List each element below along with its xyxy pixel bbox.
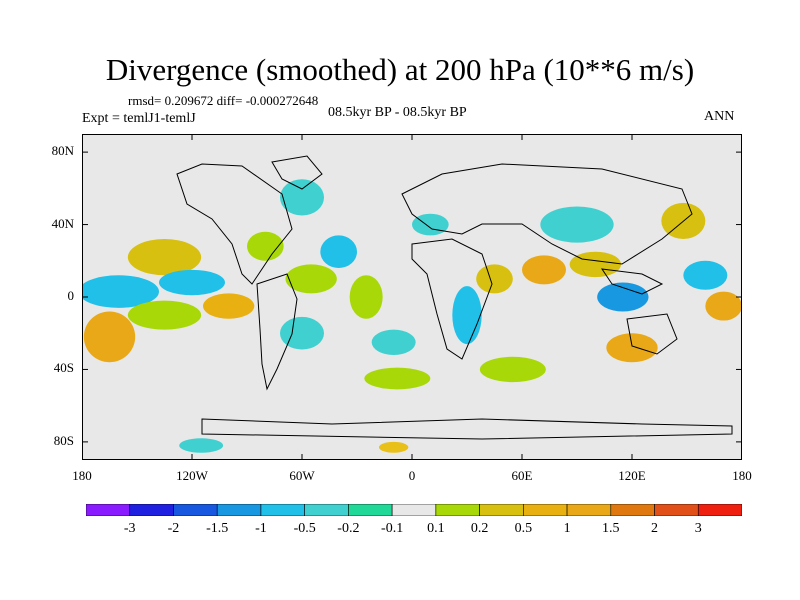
x-tick-label: 120E [618,468,646,483]
anomaly-region [280,179,324,216]
colorbar-swatch [173,504,218,516]
anomaly-region [540,206,614,243]
experiment-label: Expt = temlJ1-temlJ [82,111,196,126]
anomaly-region [364,367,431,390]
anomaly-region [569,251,621,278]
colorbar-swatch [435,504,480,516]
coastline [600,268,664,295]
colorbar-label: -2 [167,521,180,536]
anomaly-region [683,260,728,290]
colorbar-label: -0.5 [293,521,316,536]
colorbar-label: 3 [694,521,702,536]
colorbar-swatch [479,504,524,516]
colorbar-label: 2 [651,521,659,536]
y-tick-label: 40S [53,360,74,376]
anomaly-region [285,264,337,294]
y-tick-label: 80S [53,432,74,448]
anomaly-region [83,311,136,363]
coastline [176,163,293,285]
coastline [411,238,493,360]
anomaly-region [371,329,416,355]
anomaly-region [705,291,742,321]
anomaly-region [247,231,284,261]
colorbar-swatch [523,504,568,516]
colorbar-label: -0.2 [337,521,360,536]
anomaly-region [452,286,482,345]
colorbar-swatch [654,504,699,516]
x-tick-label: 120W [176,468,208,483]
anomaly-region [349,275,383,319]
colorbar-swatch [697,504,742,516]
colorbar-swatch [129,504,174,516]
colorbar-label: 0.5 [514,521,533,536]
colorbar-swatch [391,504,437,516]
anomaly-region [320,235,357,269]
colorbar-swatch [304,504,349,516]
x-tick-label: 180 [732,468,752,483]
colorbar [86,504,742,516]
anomaly-region [159,269,225,296]
anomaly-region [203,293,255,319]
colorbar-label: 1 [563,521,571,536]
y-tick-label: 80N [51,143,74,159]
anomaly-region [479,356,546,383]
colorbar-label: -1.5 [206,521,229,536]
anomaly-region [597,282,649,312]
coastline [626,313,678,355]
colorbar-swatch [216,504,262,516]
colorbar-label: 0.2 [470,521,489,536]
anomaly-region [476,264,513,294]
x-tick-label: 60W [289,468,315,483]
x-tick-label: 0 [408,468,416,483]
stats-line: rmsd= 0.209672 diff= -0.000272648 [128,93,319,108]
colorbar-label: 1.5 [602,521,620,536]
anomaly-region [179,438,224,453]
anomaly-region [522,255,566,285]
colorbar-swatch [348,504,393,516]
colorbar-swatch [260,504,305,516]
anomaly-region [127,300,202,330]
colorbar-label: -1 [255,521,267,536]
y-tick-label: 0 [67,288,75,303]
colorbar-swatch [610,504,655,516]
anomaly-region [280,316,324,350]
anomaly-region [82,275,159,308]
colorbar-label: -3 [123,521,136,536]
anomaly-region [606,333,658,363]
colorbar-swatch [86,504,131,516]
coastline [401,163,693,265]
season-label: ANN [704,109,735,124]
colorbar-label: -0.1 [381,521,404,536]
divergence-map [82,134,742,460]
anomaly-region [412,213,449,236]
x-tick-label: 60E [511,468,533,483]
coastline [271,155,323,190]
x-tick-label: 180 [72,468,92,483]
anomaly-region [127,239,202,276]
colorbar-swatch [566,504,612,516]
coastline [201,418,733,440]
colorbar-label: 0.1 [427,521,445,536]
chart-title: Divergence (smoothed) at 200 hPa (10**6 … [105,52,695,87]
anomaly-region [379,441,409,453]
y-tick-label: 40N [51,215,74,231]
period-label: 08.5kyr BP - 08.5kyr BP [328,105,467,120]
coastline [256,273,298,391]
